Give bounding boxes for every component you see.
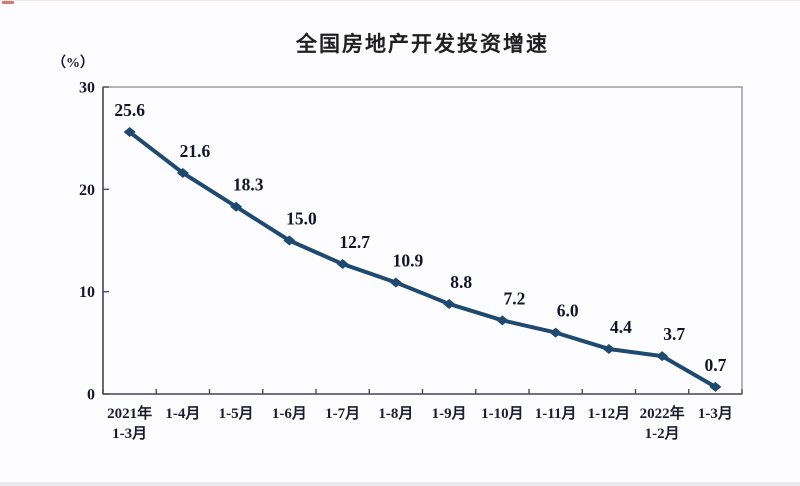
x-tick-label: 2021年 [107,404,152,422]
x-tick-label: 1-5月 [219,405,254,422]
y-tick-label: 20 [79,182,95,199]
data-value-label: 10.9 [393,250,424,270]
data-value-label: 8.8 [450,272,472,292]
data-value-label: 15.0 [286,209,317,229]
x-tick-label: 1-10月 [481,405,524,422]
data-value-label: 12.7 [339,232,370,252]
chart-title: 全国房地产开发投资增速 [296,33,549,56]
data-point-marker [602,343,615,354]
data-point-marker [656,351,669,362]
data-point-marker [336,259,349,270]
x-tick-label: 1-3月 [698,405,733,422]
data-value-label: 4.4 [610,317,632,337]
data-value-label: 21.6 [180,141,211,161]
data-point-marker [283,235,296,246]
bottom-edge-strip [0,482,800,486]
plot-border [102,86,743,395]
x-tick-label: 1-11月 [535,405,577,422]
x-tick-label: 1-7月 [325,405,360,422]
x-tick-label: 1-9月 [432,405,467,422]
y-axis-unit-label: （%） [52,56,94,71]
data-point-marker [443,298,456,309]
data-point-marker [549,327,562,338]
data-point-marker [176,167,189,178]
y-tick-label: 0 [87,387,95,404]
data-value-label: 0.7 [704,355,726,375]
data-value-label: 7.2 [503,288,525,308]
red-accent-mark [2,1,14,4]
data-point-marker [389,277,402,288]
data-value-label: 18.3 [233,175,264,195]
x-tick-label: 2022年 [640,404,685,422]
y-tick-label: 10 [79,284,95,301]
data-point-marker [230,201,243,212]
x-tick-label: 1-4月 [165,405,200,422]
y-tick-label: 30 [79,80,95,97]
x-tick-label: 1-12月 [588,405,631,422]
x-tick-label: 1-2月 [645,425,680,442]
x-tick-label: 1-3月 [112,425,147,442]
x-tick-label: 1-8月 [378,405,413,422]
data-point-marker [709,381,722,392]
data-value-label: 25.6 [114,100,145,120]
top-edge-line [0,0,800,1]
data-point-marker [496,315,509,326]
data-value-label: 6.0 [557,301,579,321]
data-value-label: 3.7 [663,324,685,344]
data-point-marker [123,127,136,138]
x-tick-label: 1-6月 [272,405,307,422]
data-line [127,130,718,389]
